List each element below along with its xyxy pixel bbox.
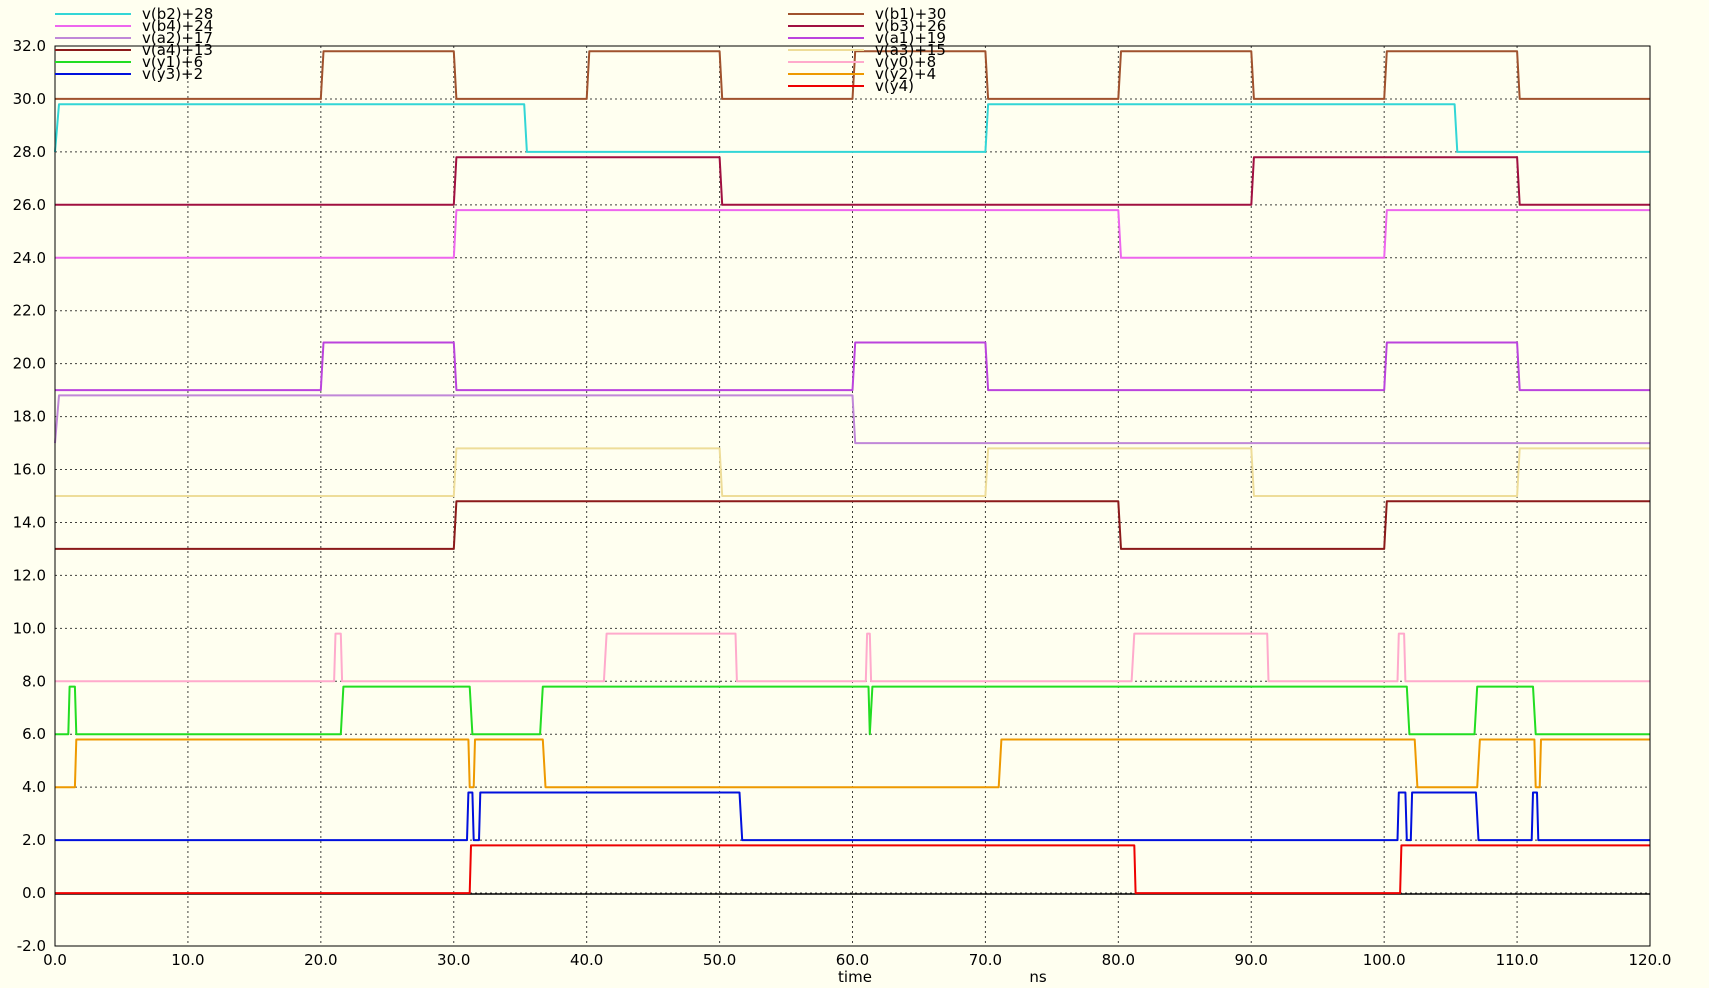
x-axis-unit: ns — [1029, 968, 1047, 986]
legend-item: v(y0)+8 — [788, 53, 936, 71]
legend-item: v(y1)+6 — [55, 53, 203, 71]
series-line-v-b3-26 — [55, 156, 1650, 206]
legend-label: v(b1)+30 — [875, 5, 946, 23]
legend-label: v(a3)+15 — [875, 41, 946, 59]
series-line-v-y1-6 — [55, 685, 1650, 736]
y-tick-label: 2.0 — [22, 831, 46, 849]
x-tick-label: 90.0 — [1235, 951, 1268, 969]
y-tick-label: 0.0 — [22, 884, 46, 902]
y-tick-label: 8.0 — [22, 672, 46, 690]
legend-label: v(b3)+26 — [875, 17, 946, 35]
series-line-v-a2-17 — [54, 394, 1650, 445]
series-line-v-a4-13 — [55, 500, 1650, 550]
legend-label: v(y3)+2 — [142, 65, 203, 83]
x-tick-label: 100.0 — [1363, 951, 1406, 969]
legend-label: v(y4) — [875, 77, 914, 95]
series-line-v-y4 — [55, 844, 1650, 895]
y-tick-label: -2.0 — [17, 937, 46, 955]
legend-label: v(a2)+17 — [142, 29, 213, 47]
legend: v(b2)+28v(b4)+24v(a2)+17v(a4)+13v(y1)+6v… — [55, 5, 946, 95]
x-tick-label: 60.0 — [836, 951, 869, 969]
plot-frame — [54, 45, 1651, 947]
legend-label: v(a4)+13 — [142, 41, 213, 59]
series-line-v-b4-24 — [55, 209, 1650, 259]
y-tick-label: 20.0 — [13, 355, 46, 373]
legend-item: v(b1)+30 — [788, 5, 946, 23]
x-tick-label: 30.0 — [437, 951, 470, 969]
y-tick-label: 22.0 — [13, 302, 46, 320]
x-tick-label: 80.0 — [1102, 951, 1135, 969]
legend-label: v(y1)+6 — [142, 53, 203, 71]
series-line-v-y0-8 — [55, 632, 1650, 683]
y-tick-label: 32.0 — [13, 37, 46, 55]
series-line-v-a1-19 — [55, 341, 1650, 392]
y-tick-label: 10.0 — [13, 619, 46, 637]
x-tick-label: 70.0 — [969, 951, 1002, 969]
y-tick-label: 28.0 — [13, 143, 46, 161]
series-line-v-y2-4 — [55, 738, 1650, 789]
legend-item: v(a2)+17 — [55, 29, 213, 47]
legend-item: v(b4)+24 — [55, 17, 213, 35]
legend-label: v(a1)+19 — [875, 29, 946, 47]
legend-label: v(y2)+4 — [875, 65, 936, 83]
series-line-v-y3-2 — [55, 791, 1650, 842]
x-tick-label: 110.0 — [1496, 951, 1539, 969]
x-tick-label: 40.0 — [570, 951, 603, 969]
legend-item: v(a1)+19 — [788, 29, 946, 47]
series-line-v-b2-28 — [54, 103, 1650, 153]
y-tick-label: 12.0 — [13, 566, 46, 584]
x-tick-label: 10.0 — [171, 951, 204, 969]
legend-item: v(b2)+28 — [55, 5, 213, 23]
legend-item: v(a4)+13 — [55, 41, 213, 59]
legend-label: v(b2)+28 — [142, 5, 213, 23]
y-tick-label: 24.0 — [13, 249, 46, 267]
legend-label: v(y0)+8 — [875, 53, 936, 71]
legend-item: v(b3)+26 — [788, 17, 946, 35]
x-tick-label: 0.0 — [43, 951, 67, 969]
legend-item: v(y3)+2 — [55, 65, 203, 83]
series-line-v-b1-30 — [55, 50, 1650, 100]
x-tick-label: 120.0 — [1629, 951, 1672, 969]
legend-label: v(b4)+24 — [142, 17, 213, 35]
series-line-v-a3-15 — [55, 447, 1650, 497]
y-tick-label: 6.0 — [22, 725, 46, 743]
legend-item: v(y4) — [788, 77, 914, 95]
y-tick-label: 16.0 — [13, 461, 46, 479]
tick-labels: 0.0 10.0 20.0 30.0 40.0 50.0 60.0 70.0 80.0 90.0 1… — [13, 37, 1672, 969]
y-tick-label: 14.0 — [13, 513, 46, 531]
y-tick-label: 30.0 — [13, 90, 46, 108]
trace-layer — [54, 50, 1650, 895]
x-tick-label: 50.0 — [703, 951, 736, 969]
y-tick-label: 4.0 — [22, 778, 46, 796]
x-axis-label: time — [838, 968, 872, 986]
legend-item: v(a3)+15 — [788, 41, 946, 59]
y-tick-label: 26.0 — [13, 196, 46, 214]
y-tick-label: 18.0 — [13, 408, 46, 426]
x-tick-label: 20.0 — [304, 951, 337, 969]
legend-item: v(y2)+4 — [788, 65, 936, 83]
